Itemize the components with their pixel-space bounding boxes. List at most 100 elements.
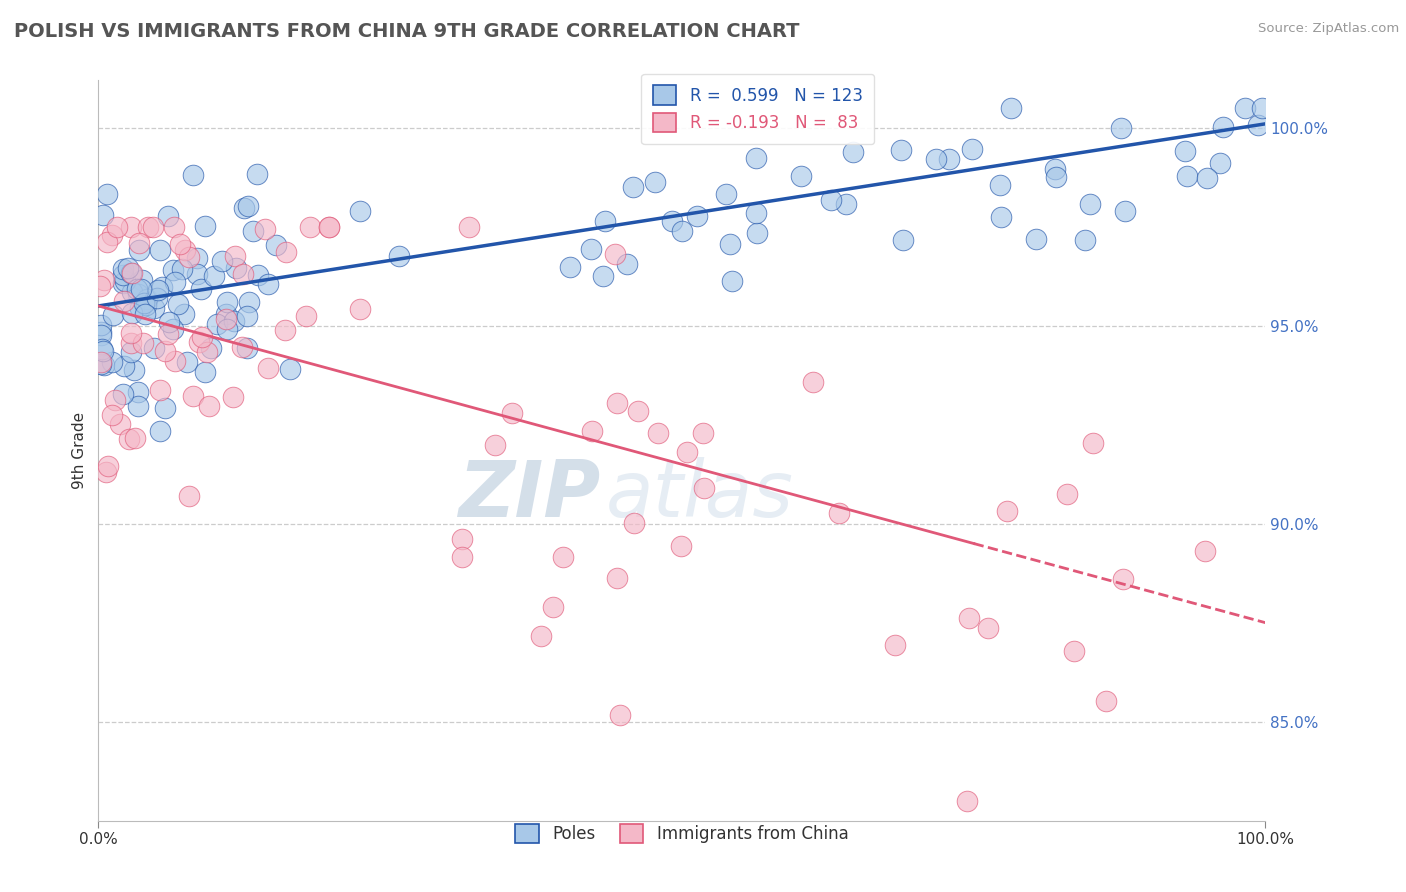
Point (90, 326, 112, 340)
Point (233, 202, 256, 216)
Point (661, 213, 683, 227)
Point (1109, 120, 1132, 135)
Point (1114, 203, 1136, 218)
Point (112, 359, 135, 373)
Point (558, 260, 581, 275)
Point (990, 211, 1012, 225)
Point (136, 292, 159, 306)
Point (96, 187, 118, 202)
Point (606, 571, 628, 585)
Point (194, 365, 217, 379)
Point (790, 169, 813, 184)
Point (122, 363, 145, 377)
Point (278, 361, 301, 376)
Point (127, 385, 149, 400)
Point (90, 358, 112, 372)
Point (1112, 572, 1135, 586)
Point (124, 431, 146, 445)
Point (995, 504, 1018, 518)
Point (318, 219, 340, 234)
Point (181, 168, 204, 182)
Point (745, 152, 768, 166)
Point (543, 599, 565, 614)
Point (1174, 144, 1197, 158)
Point (136, 219, 159, 234)
Point (388, 249, 411, 263)
Point (215, 307, 238, 321)
Point (1247, 119, 1270, 133)
Point (1175, 169, 1198, 183)
Point (1234, 101, 1257, 115)
Point (623, 516, 645, 531)
Point (225, 261, 247, 276)
Point (163, 219, 186, 234)
Point (224, 250, 246, 264)
Legend: Poles, Immigrants from China: Poles, Immigrants from China (505, 814, 859, 853)
Text: Source: ZipAtlas.com: Source: ZipAtlas.com (1258, 22, 1399, 36)
Point (202, 268, 225, 283)
Point (801, 375, 824, 389)
Point (1094, 694, 1116, 708)
Point (127, 400, 149, 414)
Point (157, 209, 180, 223)
Point (693, 481, 716, 495)
Point (747, 226, 769, 240)
Point (609, 707, 631, 722)
Point (162, 263, 184, 277)
Point (714, 186, 737, 201)
Point (198, 399, 221, 413)
Point (128, 244, 150, 258)
Point (669, 540, 692, 554)
Point (450, 549, 472, 564)
Point (162, 322, 184, 336)
Point (938, 152, 960, 166)
Point (205, 318, 228, 332)
Point (299, 219, 322, 234)
Point (93, 273, 115, 287)
Point (157, 326, 180, 341)
Point (90, 343, 112, 357)
Point (238, 294, 260, 309)
Point (842, 145, 865, 159)
Point (173, 243, 195, 257)
Point (1209, 155, 1232, 169)
Point (621, 179, 644, 194)
Point (101, 308, 124, 322)
Point (956, 794, 979, 808)
Point (120, 266, 142, 280)
Point (91, 343, 114, 358)
Point (215, 312, 238, 326)
Point (170, 262, 193, 277)
Point (108, 417, 131, 431)
Point (222, 313, 245, 327)
Text: POLISH VS IMMIGRANTS FROM CHINA 9TH GRADE CORRELATION CHART: POLISH VS IMMIGRANTS FROM CHINA 9TH GRAD… (14, 22, 800, 41)
Point (592, 268, 614, 283)
Point (606, 396, 628, 410)
Point (254, 221, 277, 235)
Point (121, 266, 143, 280)
Point (1212, 120, 1234, 134)
Point (257, 360, 280, 375)
Point (194, 219, 217, 233)
Point (121, 306, 143, 320)
Point (957, 611, 980, 625)
Point (1078, 197, 1101, 211)
Point (644, 175, 666, 189)
Point (721, 274, 744, 288)
Point (236, 199, 259, 213)
Point (90, 318, 112, 332)
Point (186, 251, 208, 265)
Point (264, 238, 287, 252)
Point (349, 204, 371, 219)
Y-axis label: 9th Grade: 9th Grade (72, 412, 87, 489)
Point (581, 243, 603, 257)
Point (177, 489, 200, 503)
Point (112, 293, 135, 308)
Point (153, 343, 176, 358)
Point (112, 387, 135, 401)
Point (91, 208, 114, 222)
Point (149, 244, 172, 258)
Point (616, 256, 638, 270)
Point (89, 279, 111, 293)
Point (120, 336, 142, 351)
